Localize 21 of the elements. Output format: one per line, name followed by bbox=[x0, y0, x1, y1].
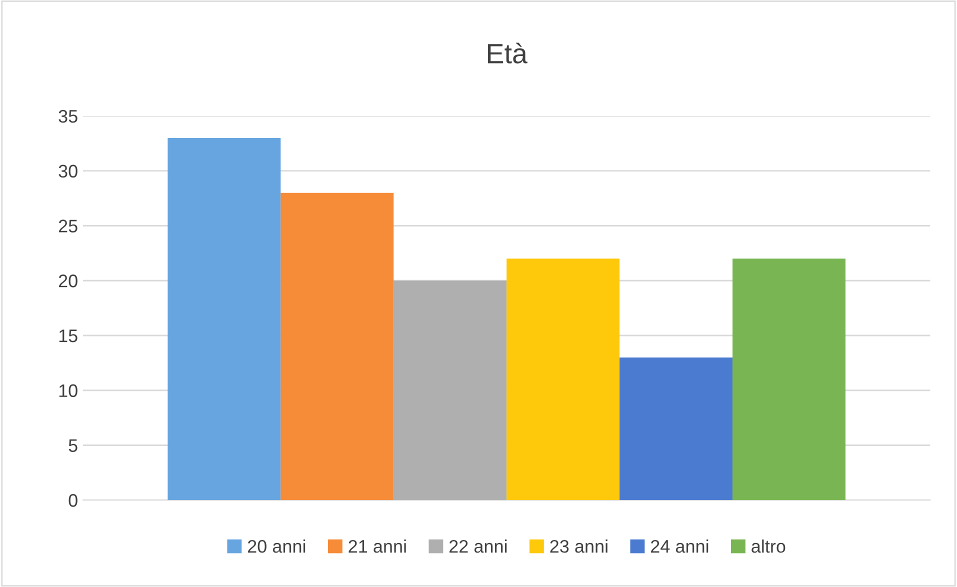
chart-title: Età bbox=[488, 42, 528, 64]
bar bbox=[394, 280, 507, 500]
y-tick-label: 30 bbox=[58, 164, 78, 178]
legend-label: 22 anni bbox=[449, 540, 507, 553]
y-tick-label: 15 bbox=[59, 330, 78, 342]
y-tick-label: 10 bbox=[59, 384, 78, 398]
legend-label: 21 anni bbox=[348, 540, 406, 553]
y-tick-label: 5 bbox=[68, 439, 78, 452]
legend-label: 20 anni bbox=[248, 540, 306, 553]
bar bbox=[620, 357, 733, 500]
y-tick-label: 35 bbox=[58, 110, 78, 123]
y-tick-label: 0 bbox=[68, 494, 78, 507]
legend-label: altro bbox=[752, 540, 786, 553]
legend-label: 23 anni bbox=[550, 540, 608, 553]
legend-label: 24 anni bbox=[651, 540, 708, 553]
bar bbox=[280, 192, 394, 500]
bar bbox=[506, 258, 620, 500]
bar bbox=[732, 258, 846, 500]
y-tick-label: 25 bbox=[58, 220, 78, 232]
bar bbox=[168, 138, 281, 500]
y-tick-label: 20 bbox=[58, 274, 78, 288]
